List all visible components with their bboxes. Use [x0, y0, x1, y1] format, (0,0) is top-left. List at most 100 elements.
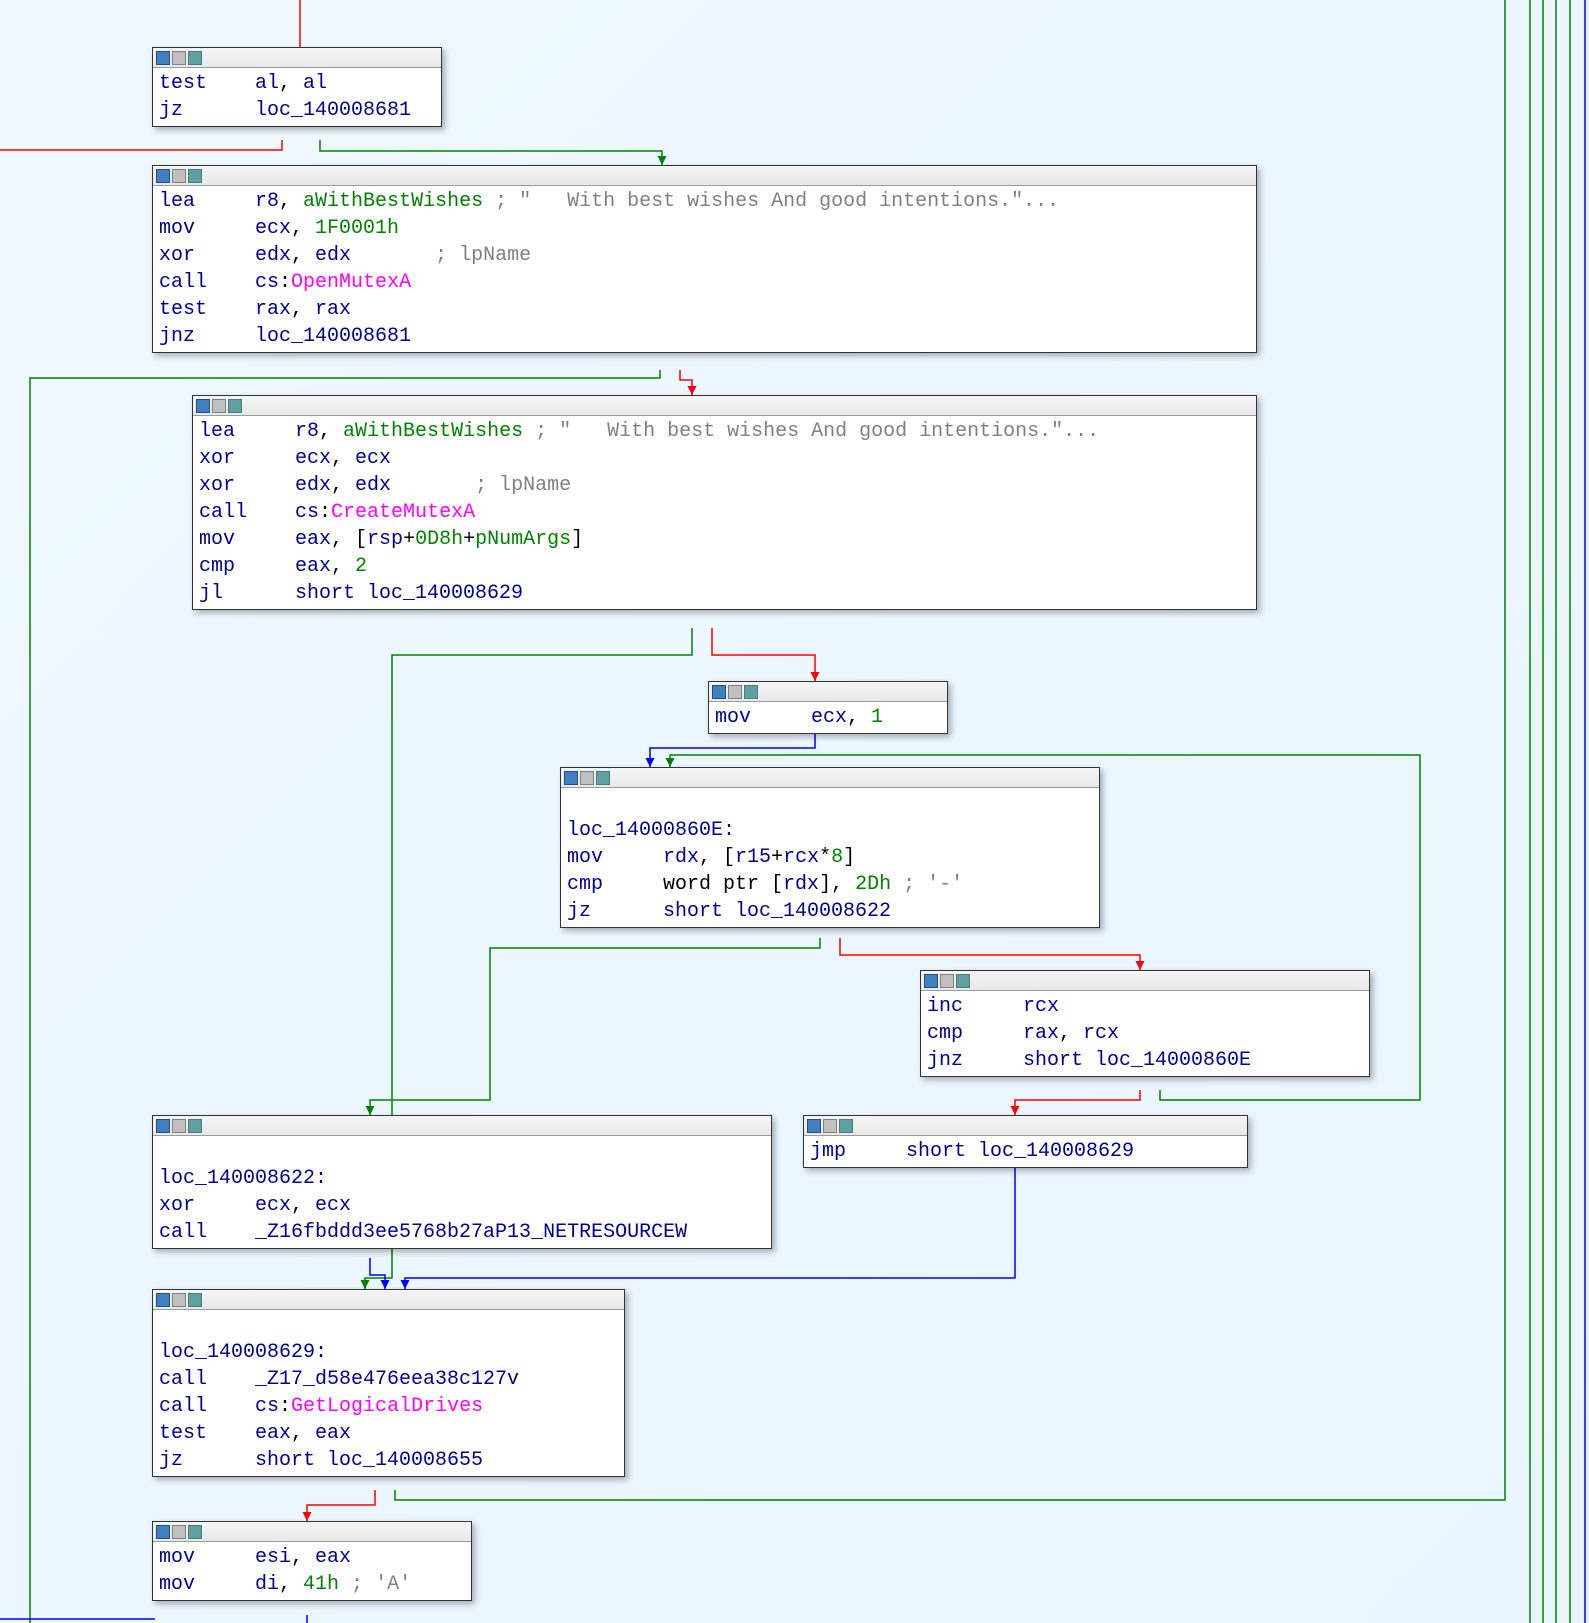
node-title-icon — [156, 1293, 170, 1307]
asm-line: mov di, 41h ; 'A' — [159, 1571, 465, 1598]
node-title-icon — [156, 51, 170, 65]
cfg-node[interactable]: lea r8, aWithBestWishes ; " With best wi… — [192, 395, 1257, 610]
asm-line: cmp rax, rcx — [927, 1020, 1363, 1047]
cfg-canvas[interactable]: test al, aljz loc_140008681lea r8, aWith… — [0, 0, 1589, 1623]
asm-line: mov rdx, [r15+rcx*8] — [567, 844, 1093, 871]
node-title-icon — [188, 1119, 202, 1133]
node-titlebar — [561, 768, 1099, 788]
node-title-icon — [172, 51, 186, 65]
cfg-node[interactable]: loc_140008622:xor ecx, ecxcall _Z16fbddd… — [152, 1115, 772, 1249]
cfg-node[interactable]: mov ecx, 1 — [708, 681, 948, 734]
asm-line: mov eax, [rsp+0D8h+pNumArgs] — [199, 526, 1250, 553]
node-title-icon — [172, 1525, 186, 1539]
loc-label: loc_140008629: — [159, 1312, 618, 1366]
asm-line: jnz short loc_14000860E — [927, 1047, 1363, 1074]
node-titlebar — [153, 1522, 471, 1542]
loc-label: loc_14000860E: — [567, 790, 1093, 844]
asm-line: xor ecx, ecx — [199, 445, 1250, 472]
asm-line: xor ecx, ecx — [159, 1192, 765, 1219]
asm-line: mov esi, eax — [159, 1544, 465, 1571]
asm-line: jl short loc_140008629 — [199, 580, 1250, 607]
node-title-icon — [940, 974, 954, 988]
asm-line: inc rcx — [927, 993, 1363, 1020]
cfg-edge — [680, 370, 692, 395]
node-titlebar — [153, 1290, 624, 1310]
node-titlebar — [153, 48, 441, 68]
node-title-icon — [580, 771, 594, 785]
node-title-icon — [188, 169, 202, 183]
cfg-node[interactable]: lea r8, aWithBestWishes ; " With best wi… — [152, 165, 1257, 353]
cfg-node[interactable]: mov esi, eaxmov di, 41h ; 'A' — [152, 1521, 472, 1601]
asm-line: call _Z17_d58e476eea38c127v — [159, 1366, 618, 1393]
asm-line: jz loc_140008681 — [159, 97, 435, 124]
cfg-edge — [712, 628, 815, 681]
node-title-icon — [596, 771, 610, 785]
node-title-icon — [188, 1525, 202, 1539]
node-title-icon — [212, 399, 226, 413]
node-titlebar — [153, 166, 1256, 186]
node-body: mov esi, eaxmov di, 41h ; 'A' — [153, 1542, 471, 1600]
node-title-icon — [188, 1293, 202, 1307]
cfg-edge — [307, 1490, 375, 1521]
node-title-icon — [172, 1119, 186, 1133]
asm-line: call cs:OpenMutexA — [159, 269, 1250, 296]
asm-line: mov ecx, 1F0001h — [159, 215, 1250, 242]
asm-line: mov ecx, 1 — [715, 704, 941, 731]
asm-line: jz short loc_140008622 — [567, 898, 1093, 925]
node-titlebar — [804, 1116, 1247, 1136]
node-title-icon — [744, 685, 758, 699]
node-title-icon — [712, 685, 726, 699]
cfg-edge — [370, 1258, 385, 1289]
asm-line: cmp word ptr [rdx], 2Dh ; '-' — [567, 871, 1093, 898]
node-body: inc rcxcmp rax, rcxjnz short loc_1400086… — [921, 991, 1369, 1076]
node-body: test al, aljz loc_140008681 — [153, 68, 441, 126]
node-body: loc_140008622:xor ecx, ecxcall _Z16fbddd… — [153, 1136, 771, 1248]
asm-line: call cs:GetLogicalDrives — [159, 1393, 618, 1420]
node-body: loc_14000860E:mov rdx, [r15+rcx*8]cmp wo… — [561, 788, 1099, 927]
node-body: lea r8, aWithBestWishes ; " With best wi… — [153, 186, 1256, 352]
node-body: mov ecx, 1 — [709, 702, 947, 733]
node-title-icon — [196, 399, 210, 413]
node-title-icon — [172, 1293, 186, 1307]
cfg-edge — [0, 140, 282, 150]
node-title-icon — [807, 1119, 821, 1133]
node-titlebar — [193, 396, 1256, 416]
asm-line: test rax, rax — [159, 296, 1250, 323]
asm-line: lea r8, aWithBestWishes ; " With best wi… — [159, 188, 1250, 215]
cfg-node[interactable]: inc rcxcmp rax, rcxjnz short loc_1400086… — [920, 970, 1370, 1077]
asm-line: test eax, eax — [159, 1420, 618, 1447]
cfg-node[interactable]: test al, aljz loc_140008681 — [152, 47, 442, 127]
cfg-node[interactable]: loc_140008629:call _Z17_d58e476eea38c127… — [152, 1289, 625, 1477]
node-title-icon — [188, 51, 202, 65]
cfg-edge — [1015, 1090, 1140, 1115]
asm-line: jz short loc_140008655 — [159, 1447, 618, 1474]
node-title-icon — [156, 1525, 170, 1539]
node-body: lea r8, aWithBestWishes ; " With best wi… — [193, 416, 1256, 609]
loc-label: loc_140008622: — [159, 1138, 765, 1192]
node-title-icon — [156, 1119, 170, 1133]
node-titlebar — [153, 1116, 771, 1136]
asm-line: jmp short loc_140008629 — [810, 1138, 1241, 1165]
cfg-edge — [370, 938, 820, 1115]
asm-line: test al, al — [159, 70, 435, 97]
asm-line: call cs:CreateMutexA — [199, 499, 1250, 526]
node-body: jmp short loc_140008629 — [804, 1136, 1247, 1167]
asm-line: lea r8, aWithBestWishes ; " With best wi… — [199, 418, 1250, 445]
node-title-icon — [956, 974, 970, 988]
node-title-icon — [564, 771, 578, 785]
cfg-node[interactable]: loc_14000860E:mov rdx, [r15+rcx*8]cmp wo… — [560, 767, 1100, 928]
node-titlebar — [709, 682, 947, 702]
asm-line: cmp eax, 2 — [199, 553, 1250, 580]
node-title-icon — [728, 685, 742, 699]
cfg-edge — [320, 140, 662, 165]
cfg-node[interactable]: jmp short loc_140008629 — [803, 1115, 1248, 1168]
node-body: loc_140008629:call _Z17_d58e476eea38c127… — [153, 1310, 624, 1476]
node-title-icon — [823, 1119, 837, 1133]
node-title-icon — [924, 974, 938, 988]
node-title-icon — [228, 399, 242, 413]
cfg-edge — [840, 938, 1140, 970]
asm-line: xor edx, edx ; lpName — [199, 472, 1250, 499]
node-title-icon — [839, 1119, 853, 1133]
node-title-icon — [172, 169, 186, 183]
node-title-icon — [156, 169, 170, 183]
